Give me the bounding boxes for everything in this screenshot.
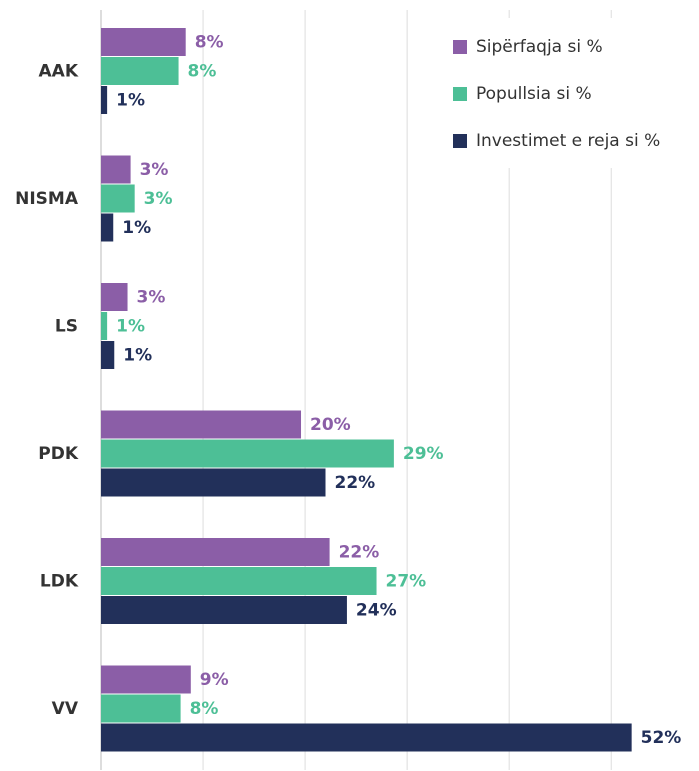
y-tick-label: AAK xyxy=(39,62,79,82)
y-tick-label: NISMA xyxy=(15,189,79,209)
data-label: 24% xyxy=(356,601,397,621)
data-label: 3% xyxy=(137,288,166,308)
bar xyxy=(101,312,108,340)
bar xyxy=(101,283,128,311)
bar xyxy=(101,57,179,85)
data-label: 9% xyxy=(200,670,229,690)
legend-swatch xyxy=(453,134,467,148)
bar xyxy=(101,468,326,497)
y-tick-label: LS xyxy=(55,317,78,337)
bar xyxy=(101,155,131,184)
data-label: 29% xyxy=(403,444,444,464)
bar xyxy=(101,723,632,752)
legend-swatch xyxy=(453,87,467,101)
data-label: 22% xyxy=(335,473,376,493)
bar xyxy=(101,567,377,595)
data-label: 1% xyxy=(116,317,145,337)
legend-background xyxy=(440,18,699,168)
data-label: 27% xyxy=(386,572,427,592)
data-label: 52% xyxy=(641,728,682,748)
data-label: 20% xyxy=(310,415,351,435)
bar xyxy=(101,341,115,369)
bar xyxy=(101,439,394,468)
data-label: 8% xyxy=(190,699,219,719)
legend-swatch xyxy=(453,40,467,54)
bar xyxy=(101,596,347,624)
bar xyxy=(101,665,191,694)
data-label: 1% xyxy=(122,218,151,238)
data-label: 8% xyxy=(188,62,217,82)
data-label: 8% xyxy=(195,33,224,53)
y-tick-label: PDK xyxy=(38,444,79,464)
data-label: 3% xyxy=(140,160,169,180)
bar xyxy=(101,410,302,439)
bar xyxy=(101,213,114,242)
bar xyxy=(101,694,181,723)
legend-label: Investimet e reja si % xyxy=(476,131,660,151)
bar xyxy=(101,184,135,213)
bar xyxy=(101,28,186,56)
data-label: 1% xyxy=(116,91,145,111)
legend-label: Sipërfaqja si % xyxy=(476,37,603,57)
y-tick-label: VV xyxy=(52,699,79,719)
data-label: 3% xyxy=(144,189,173,209)
y-tick-label: LDK xyxy=(40,572,79,592)
bar xyxy=(101,538,330,566)
legend-label: Popullsia si % xyxy=(476,84,592,104)
data-label: 1% xyxy=(123,346,152,366)
data-label: 22% xyxy=(339,543,380,563)
bar xyxy=(101,86,108,114)
